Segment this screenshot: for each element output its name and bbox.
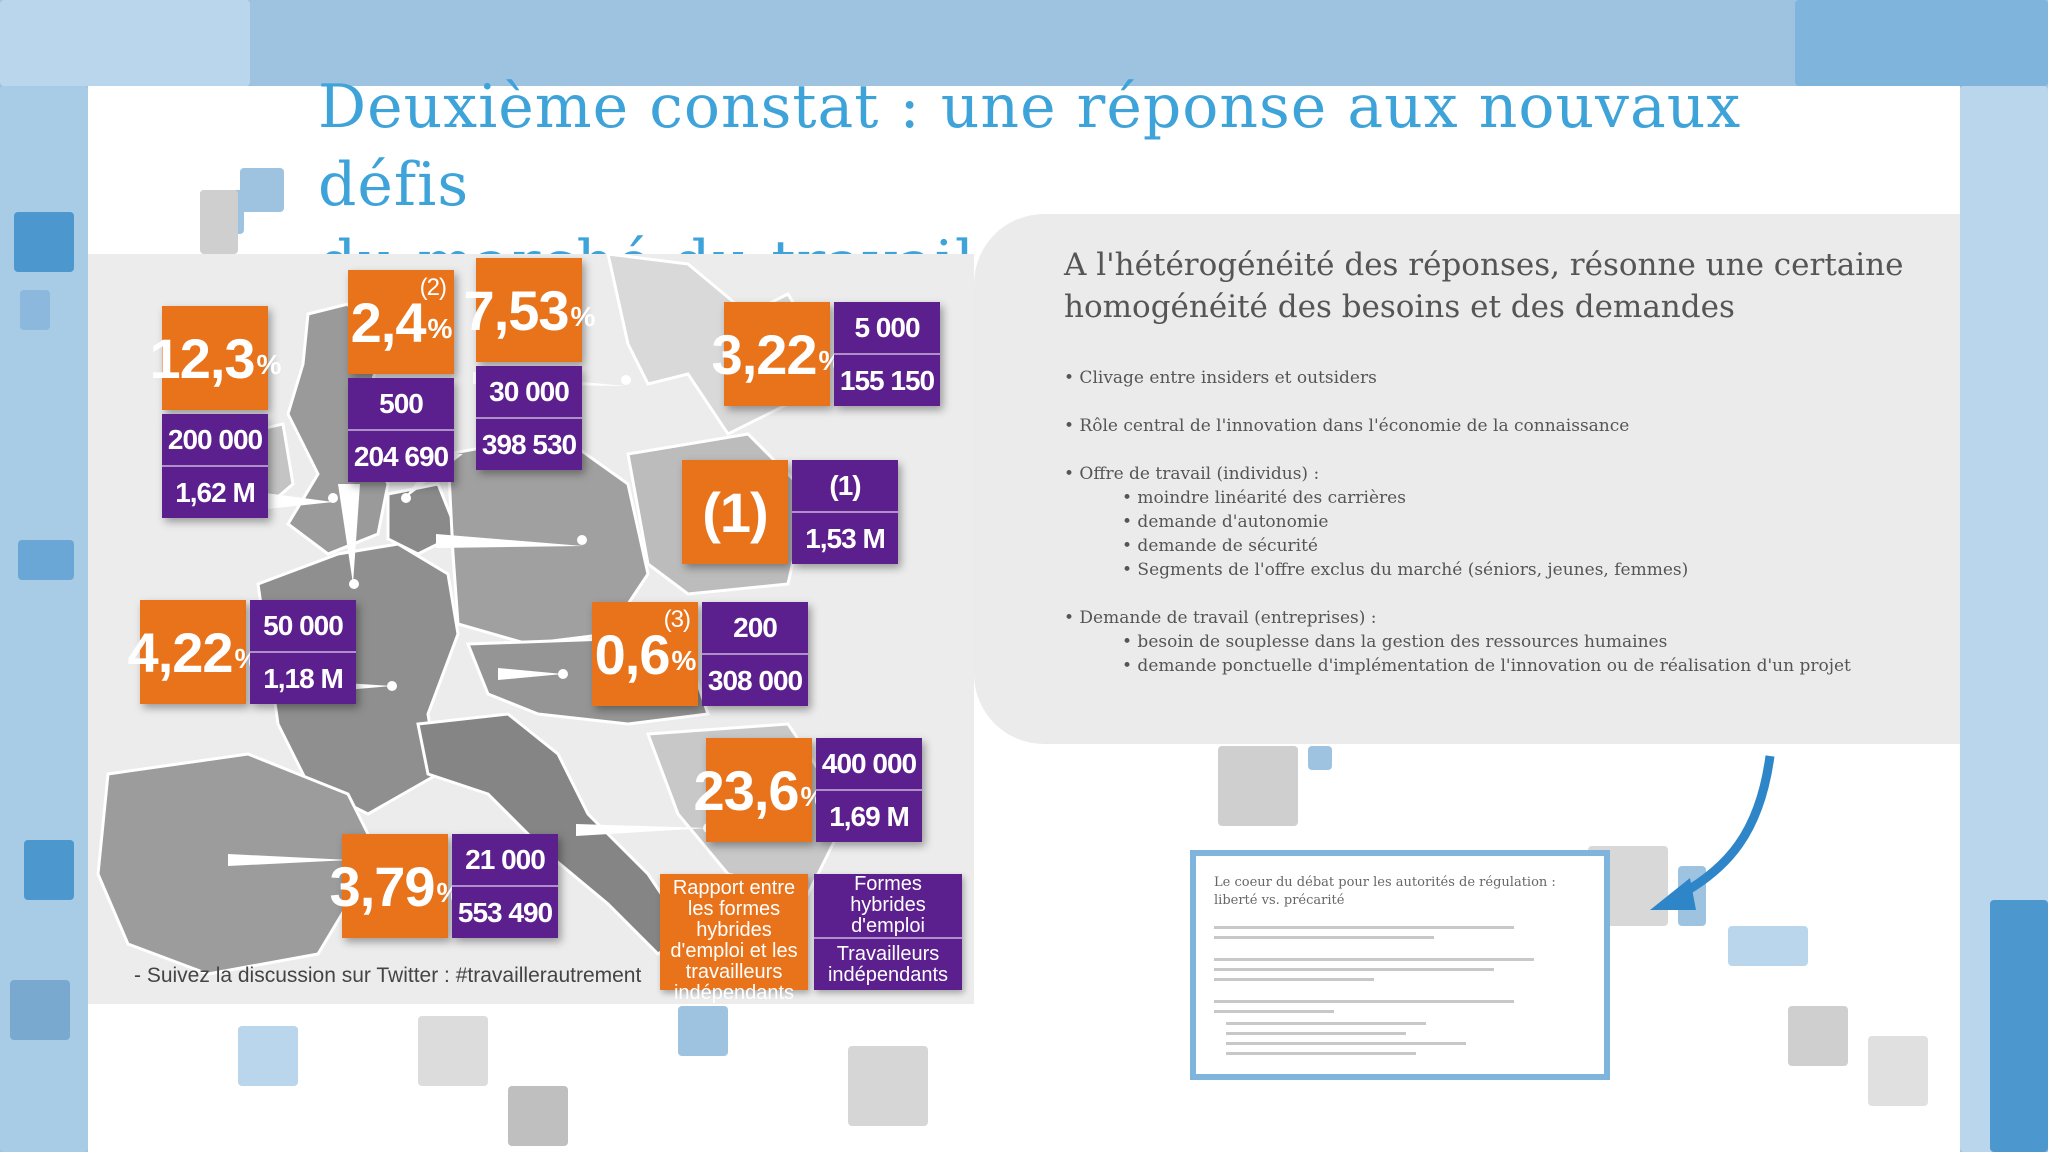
it-values-box: 400 000 1,69 M [816,738,922,842]
thumb-line [1214,968,1494,971]
sub-bullet-item: • besoin de souplesse dans la gestion de… [1122,632,1668,652]
title-line-1: Deuxième constat : une réponse aux nouva… [318,72,1742,220]
panel-heading: A l'hétérogénéité des réponses, résonne … [1064,247,1904,325]
be-ratio-box: (2) 2,4% [348,270,454,374]
at-ratio-box: (3) 0,6% [592,602,698,706]
thumb-line [1214,978,1374,981]
map-pointers [228,372,713,866]
be-indep-value: 204 690 [353,440,449,472]
thumb-line [1226,1032,1406,1035]
it-hybrid-value: 400 000 [816,738,922,791]
fr-hybrid-value: 50 000 [250,600,356,653]
thumb-line [1226,1042,1466,1045]
bullet-item: • Demande de travail (entreprises) : [1064,608,1377,628]
nl-values-box: 30 000 398 530 [476,366,582,470]
thumbnail-title: Le coeur du débat pour les autorités de … [1214,875,1556,908]
thumb-line [1226,1022,1426,1025]
de-ratio-box: (1) [682,460,788,564]
de-indep-value: 1,53 M [805,522,886,554]
se-ratio-value: 3,22 [711,322,818,386]
thumb-line [1214,926,1514,929]
be-ratio-value: 2,4 [350,290,427,354]
legend-indep-text: Travailleurs indépendants [827,942,949,986]
uk-hybrid-value: 200 000 [162,414,268,467]
it-indep-value: 1,69 M [829,800,910,832]
thumb-line [1226,1052,1416,1055]
europe-map-infographic: 12,3% 200 000 1,62 M (2) 2,4% 500 204 690 … [88,254,974,1004]
de-ratio-value: (1) [702,480,768,544]
legend-hybrid-text: Formes hybrides d'emploi [814,874,962,939]
fr-values-box: 50 000 1,18 M [250,600,356,704]
uk-values-box: 200 000 1,62 M [162,414,268,518]
fr-ratio-box: 4,22% [128,600,259,704]
legend-ratio-text: Rapport entre les formes hybrides d'empl… [670,877,798,1004]
uk-ratio-unit: % [256,349,282,380]
nl-ratio-box: 7,53% [464,258,595,362]
deco-tile [200,190,238,254]
at-note: (3) [663,606,691,633]
legend-values: Formes hybrides d'emploi Travailleurs in… [814,874,962,990]
at-ratio-unit: % [671,645,696,676]
at-ratio-value: 0,6 [594,622,671,686]
bullet-item: • Offre de travail (individus) : [1064,464,1320,484]
thumb-line [1214,1000,1514,1003]
thumb-line [1214,1010,1334,1013]
be-hybrid-value: 500 [348,378,454,431]
deco-tile [240,168,284,212]
uk-indep-value: 1,62 M [175,476,256,508]
es-ratio-value: 3,79 [329,854,436,918]
sub-bullet-item: • moindre linéarité des carrières [1122,488,1406,508]
sub-bullet-item: • demande ponctuelle d'implémentation de… [1122,656,1851,676]
nl-hybrid-value: 30 000 [476,366,582,419]
be-ratio-unit: % [427,313,452,344]
thumb-line [1214,936,1434,939]
it-ratio-value: 23,6 [693,758,800,822]
arrow-icon [1650,755,1775,910]
be-note: (2) [419,274,447,301]
uk-ratio-value: 12,3 [149,326,256,390]
nl-indep-value: 398 530 [481,428,577,460]
at-indep-value: 308 000 [707,664,803,696]
text-panel: A l'hétérogénéité des réponses, résonne … [974,214,1960,744]
legend-ratio: Rapport entre les formes hybrides d'empl… [660,874,808,1004]
nl-ratio-unit: % [570,301,596,332]
sub-bullet-item: • demande d'autonomie [1122,512,1329,532]
thumb-line [1214,958,1534,961]
es-indep-value: 553 490 [457,896,553,928]
se-values-box: 5 000 155 150 [834,302,940,406]
es-values-box: 21 000 553 490 [452,834,558,938]
nl-ratio-value: 7,53 [463,278,570,342]
fr-indep-value: 1,18 M [263,662,344,694]
sub-bullet-item: • demande de sécurité [1122,536,1318,556]
be-values-box: 500 204 690 [348,378,454,482]
twitter-caption: - Suivez la discussion sur Twitter : #tr… [134,964,642,987]
se-hybrid-value: 5 000 [834,302,940,355]
de-hybrid-value: (1) [792,460,898,513]
sub-bullet-item: • Segments de l'offre exclus du marché (… [1122,560,1689,580]
at-values-box: 200 308 000 [702,602,808,706]
se-indep-value: 155 150 [839,364,935,396]
se-ratio-box: 3,22% [712,302,843,406]
es-hybrid-value: 21 000 [452,834,558,887]
uk-ratio-box: 12,3% [150,306,281,410]
fr-ratio-value: 4,22 [127,620,234,684]
es-ratio-box: 3,79% [330,834,461,938]
bullet-item: • Rôle central de l'innovation dans l'éc… [1064,416,1630,436]
it-ratio-box: 23,6% [694,738,825,842]
next-slide-thumbnail: Le coeur du débat pour les autorités de … [1190,850,1610,1080]
bullet-item: • Clivage entre insiders et outsiders [1064,368,1377,388]
at-hybrid-value: 200 [702,602,808,655]
de-values-box: (1) 1,53 M [792,460,898,564]
